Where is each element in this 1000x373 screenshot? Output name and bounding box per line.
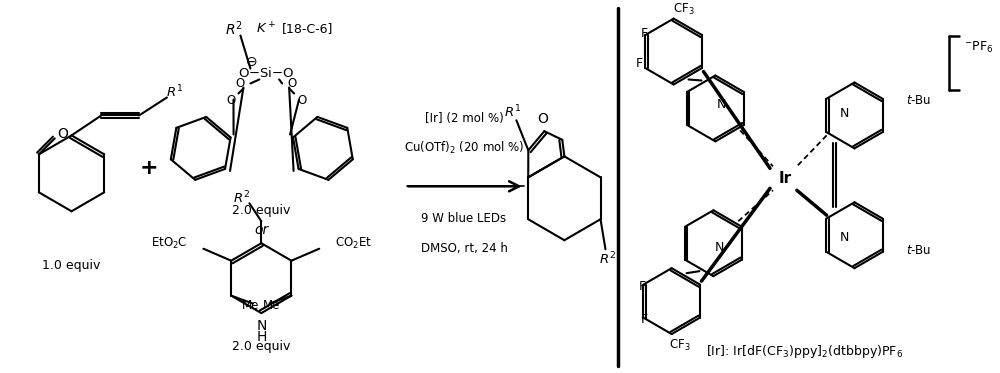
Text: [18-C-6]: [18-C-6] [282, 22, 334, 35]
Text: $t$-Bu: $t$-Bu [906, 244, 931, 257]
Text: H: H [256, 330, 267, 344]
Text: O: O [57, 128, 68, 141]
Text: 9 W blue LEDs: 9 W blue LEDs [421, 212, 507, 225]
Text: $K^+$: $K^+$ [256, 21, 276, 36]
Text: N: N [256, 319, 267, 333]
Text: $R^2$: $R^2$ [225, 19, 242, 38]
Text: $^{-}$PF$_6$: $^{-}$PF$_6$ [964, 40, 993, 55]
Text: [Ir]: Ir[dF(CF$_3$)ppy]$_2$(dtbbpy)PF$_6$: [Ir]: Ir[dF(CF$_3$)ppy]$_2$(dtbbpy)PF$_6… [706, 342, 903, 360]
Text: Cu(OTf)$_2$ (20 mol %): Cu(OTf)$_2$ (20 mol %) [404, 140, 524, 156]
Text: $R^2$: $R^2$ [599, 251, 616, 267]
Text: 1.0 equiv: 1.0 equiv [42, 259, 101, 272]
Text: $t$-Bu: $t$-Bu [906, 94, 931, 107]
Text: $R^2$: $R^2$ [233, 190, 250, 207]
Text: O: O [297, 94, 307, 107]
Text: O: O [236, 77, 245, 90]
Text: N: N [840, 107, 849, 120]
Text: or: or [254, 223, 268, 237]
Text: DMSO, rt, 24 h: DMSO, rt, 24 h [421, 242, 507, 255]
Text: $\ominus$: $\ominus$ [245, 54, 258, 69]
Text: F: F [638, 280, 645, 293]
Text: Me: Me [242, 299, 260, 312]
Text: CO$_2$Et: CO$_2$Et [335, 236, 372, 251]
Text: O: O [226, 94, 235, 107]
Text: O: O [537, 112, 548, 126]
Text: $R^1$: $R^1$ [504, 104, 521, 120]
Text: CF$_3$: CF$_3$ [673, 2, 694, 17]
Text: N: N [715, 241, 724, 254]
Text: N: N [717, 98, 726, 111]
Text: +: + [140, 159, 158, 178]
Text: 2.0 equiv: 2.0 equiv [232, 204, 291, 217]
Text: [Ir] (2 mol %): [Ir] (2 mol %) [425, 112, 503, 125]
Text: Me: Me [263, 299, 280, 312]
Text: F: F [640, 27, 647, 40]
Text: 2.0 equiv: 2.0 equiv [232, 339, 291, 352]
Text: Ir: Ir [778, 171, 792, 186]
Text: CF$_3$: CF$_3$ [669, 338, 690, 352]
Text: $R^1$: $R^1$ [166, 84, 183, 101]
Text: EtO$_2$C: EtO$_2$C [151, 236, 187, 251]
Text: F: F [640, 313, 647, 326]
Text: O: O [287, 77, 297, 90]
Text: F: F [635, 57, 642, 70]
Text: O$-$Si$-$O: O$-$Si$-$O [238, 66, 295, 81]
Text: N: N [840, 231, 849, 244]
